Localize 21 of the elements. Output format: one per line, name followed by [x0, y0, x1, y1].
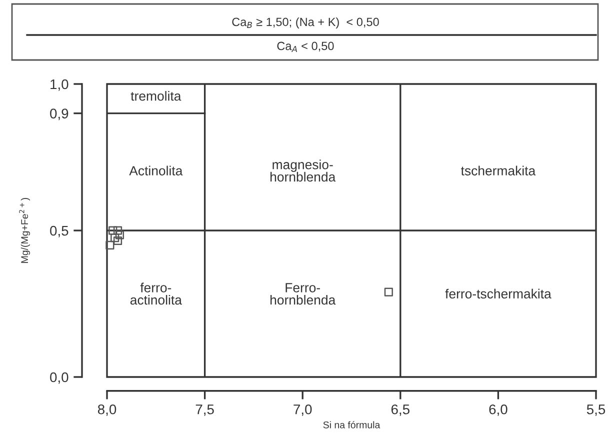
chart-subtitle: Ca$_{A}$ < 0,50 — [277, 42, 334, 52]
annotation: Ferro- hornblenda — [270, 283, 336, 305]
annotation: ferro-tschermakita — [445, 288, 552, 298]
x-tick-label: 6,5 — [391, 404, 410, 416]
y-tick-label: 0,9 — [50, 108, 68, 120]
y-axis-title: Mg/(Mg+Fe$^{2+}$) — [19, 198, 30, 263]
annotation: magnesio- hornblenda — [270, 160, 336, 182]
x-tick-label: 7,5 — [196, 404, 214, 416]
annotation: tschermakita — [461, 166, 536, 176]
annotation: tremolita — [130, 91, 182, 101]
annotation: Actinolita — [129, 166, 183, 176]
annotation: ferro- actinolita — [130, 282, 182, 305]
chart-title: Ca$_{B}$ ≥ 1,50; (Na + K) < 0,50 — [232, 17, 379, 28]
x-tick-label: 8,0 — [98, 404, 116, 416]
y-tick-label: 1,0 — [50, 79, 68, 91]
x-tick-label: 5,5 — [586, 404, 606, 416]
x-tick-label: 6,0 — [489, 404, 508, 416]
x-tick-label: 7,0 — [294, 404, 312, 416]
y-tick-label: 0,0 — [50, 372, 68, 384]
x-axis-title: Si na fórmula — [323, 421, 380, 428]
y-tick-label: 0,5 — [50, 226, 68, 238]
